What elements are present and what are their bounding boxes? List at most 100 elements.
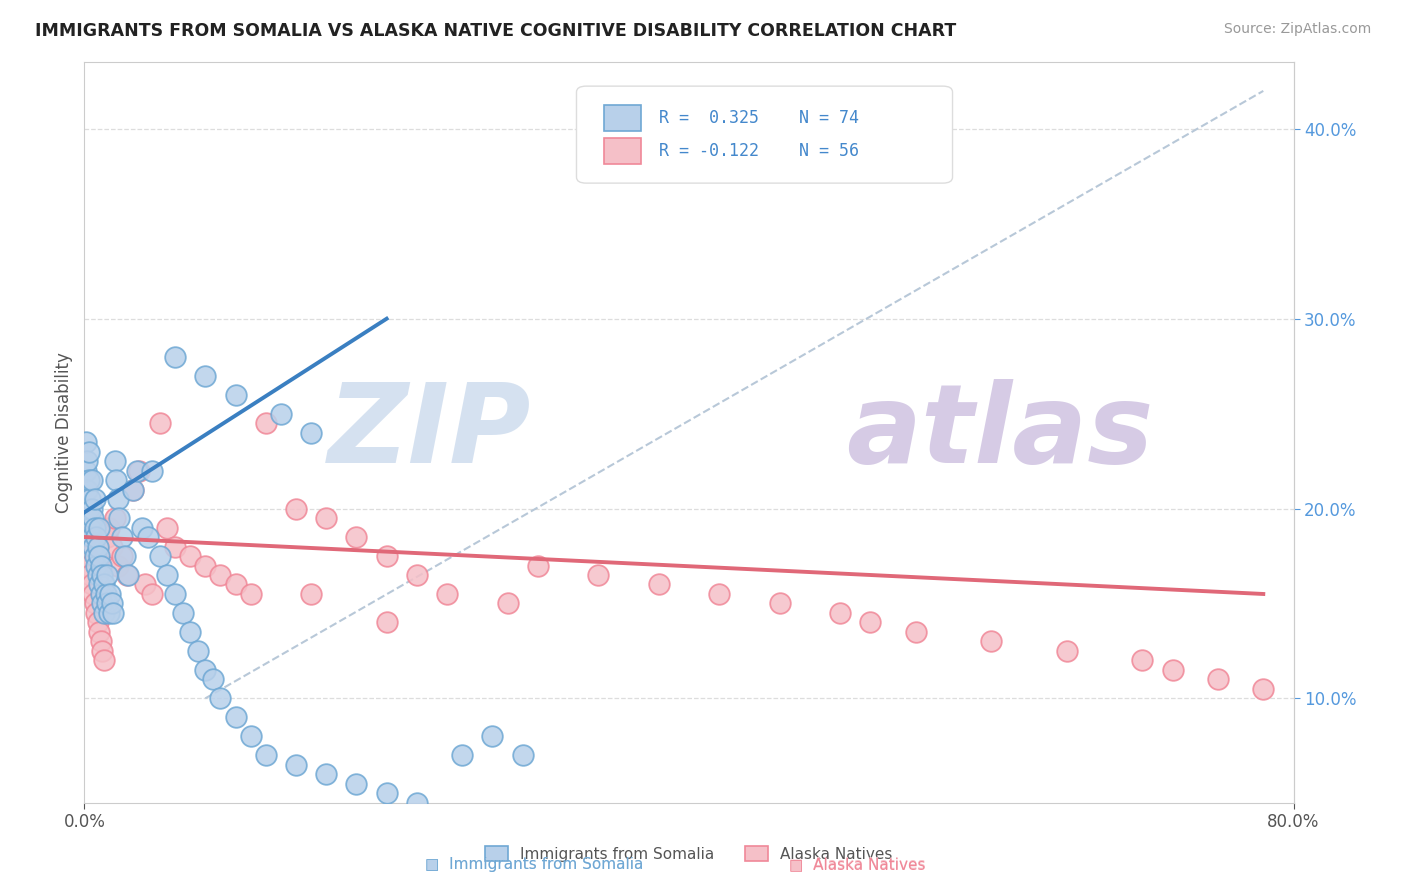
Point bbox=[87, 568, 110, 582]
Point bbox=[76, 549, 98, 563]
Point bbox=[179, 624, 201, 639]
Point bbox=[86, 530, 108, 544]
Point bbox=[194, 368, 217, 383]
Point bbox=[156, 520, 179, 534]
Point bbox=[77, 473, 100, 487]
Point bbox=[225, 387, 247, 401]
Point bbox=[93, 653, 115, 667]
Point bbox=[82, 540, 104, 554]
Point bbox=[82, 511, 104, 525]
Text: ZIP: ZIP bbox=[328, 379, 531, 486]
Point bbox=[165, 540, 187, 554]
Point bbox=[94, 587, 117, 601]
Point bbox=[136, 530, 159, 544]
Point bbox=[97, 520, 120, 534]
Point bbox=[89, 549, 111, 563]
Text: R = -0.122    N = 56: R = -0.122 N = 56 bbox=[659, 142, 859, 160]
Text: R =  0.325    N = 74: R = 0.325 N = 74 bbox=[659, 110, 859, 128]
Point bbox=[108, 511, 131, 525]
Point bbox=[91, 568, 114, 582]
Point bbox=[75, 464, 97, 478]
Point bbox=[121, 483, 143, 497]
Point bbox=[165, 587, 187, 601]
Point bbox=[100, 540, 122, 554]
Legend: Immigrants from Somalia, Alaska Natives: Immigrants from Somalia, Alaska Natives bbox=[478, 838, 900, 869]
Point bbox=[270, 407, 292, 421]
Point bbox=[90, 558, 112, 573]
Point bbox=[209, 568, 232, 582]
Y-axis label: Cognitive Disability: Cognitive Disability bbox=[55, 352, 73, 513]
Point bbox=[346, 777, 368, 791]
Point bbox=[187, 644, 209, 658]
Point bbox=[87, 615, 110, 630]
Point bbox=[406, 568, 429, 582]
Point bbox=[156, 568, 179, 582]
Point bbox=[512, 748, 534, 763]
Point bbox=[107, 558, 129, 573]
Point bbox=[91, 597, 114, 611]
Point bbox=[165, 350, 187, 364]
Point bbox=[481, 730, 503, 744]
Point bbox=[141, 464, 163, 478]
Point bbox=[76, 454, 98, 468]
Point bbox=[84, 520, 107, 534]
Point bbox=[80, 577, 103, 591]
Point bbox=[225, 577, 247, 591]
Point bbox=[76, 483, 98, 497]
Point bbox=[91, 644, 114, 658]
Point bbox=[239, 587, 262, 601]
Point bbox=[225, 710, 247, 724]
Point bbox=[254, 748, 277, 763]
Point bbox=[82, 587, 104, 601]
Point bbox=[84, 549, 107, 563]
Point bbox=[496, 597, 519, 611]
Point bbox=[96, 568, 118, 582]
Point bbox=[131, 520, 153, 534]
Point bbox=[89, 577, 111, 591]
Point bbox=[101, 606, 124, 620]
Point bbox=[315, 511, 337, 525]
Point bbox=[97, 606, 120, 620]
Point bbox=[588, 568, 610, 582]
Point bbox=[84, 597, 107, 611]
Text: ■  Alaska Natives: ■ Alaska Natives bbox=[789, 857, 927, 872]
Point bbox=[1206, 673, 1229, 687]
Point bbox=[527, 558, 550, 573]
Point bbox=[859, 615, 882, 630]
Point bbox=[75, 530, 97, 544]
Point bbox=[104, 511, 127, 525]
Point bbox=[107, 491, 129, 506]
Point bbox=[86, 558, 108, 573]
Point bbox=[1161, 663, 1184, 677]
Point bbox=[79, 520, 101, 534]
Point bbox=[84, 491, 107, 506]
Point bbox=[285, 757, 308, 772]
Point bbox=[285, 501, 308, 516]
Point bbox=[96, 530, 118, 544]
Point bbox=[127, 464, 149, 478]
Point bbox=[406, 796, 429, 810]
Point bbox=[209, 691, 232, 706]
Point bbox=[375, 615, 398, 630]
FancyBboxPatch shape bbox=[576, 87, 952, 183]
FancyBboxPatch shape bbox=[605, 105, 641, 131]
Point bbox=[89, 624, 111, 639]
Point bbox=[93, 606, 115, 620]
Text: atlas: atlas bbox=[846, 379, 1153, 486]
Point bbox=[980, 634, 1002, 648]
Text: Source: ZipAtlas.com: Source: ZipAtlas.com bbox=[1223, 22, 1371, 37]
Point bbox=[239, 730, 262, 744]
Point bbox=[141, 587, 163, 601]
Point bbox=[1253, 681, 1275, 696]
Point bbox=[179, 549, 201, 563]
Point bbox=[346, 530, 368, 544]
Point bbox=[1130, 653, 1153, 667]
Point bbox=[79, 568, 101, 582]
Point bbox=[96, 597, 118, 611]
Text: □  Alaska Natives: □ Alaska Natives bbox=[789, 857, 927, 872]
Point bbox=[89, 520, 111, 534]
Point bbox=[90, 634, 112, 648]
Point bbox=[904, 624, 927, 639]
Point bbox=[79, 491, 101, 506]
Point bbox=[830, 606, 852, 620]
